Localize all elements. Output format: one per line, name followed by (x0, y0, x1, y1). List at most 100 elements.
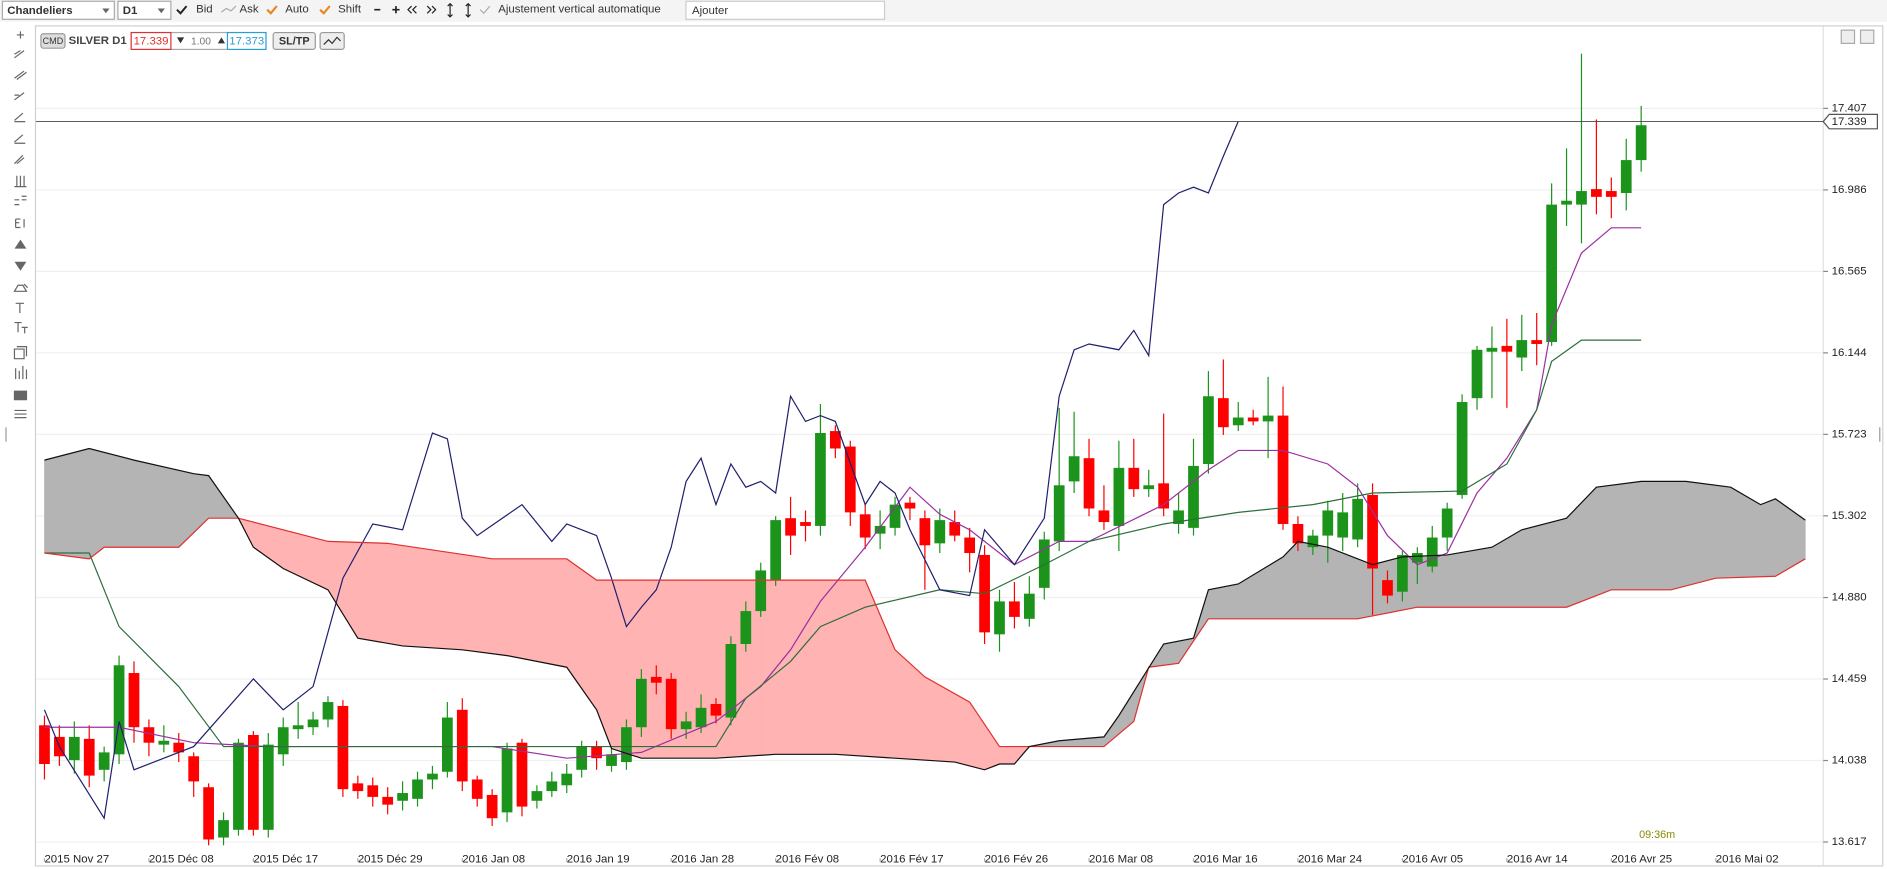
x-tick-label: 2015 Déc 17 (253, 853, 318, 865)
candle-body (1188, 465, 1199, 528)
cloud-fill (521, 558, 538, 662)
clock: 09:36m (1639, 829, 1675, 841)
candle-body (1038, 539, 1050, 588)
candle-body (994, 601, 1005, 635)
tool[interactable] (14, 321, 28, 334)
window-button[interactable] (1859, 29, 1875, 44)
check-autoscale[interactable] (479, 5, 491, 15)
tool[interactable] (15, 365, 28, 380)
cloud-fill (581, 568, 597, 711)
cloud-fill (924, 676, 941, 762)
candle-body (1486, 347, 1498, 352)
tool[interactable] (13, 346, 28, 360)
candle-body (203, 787, 214, 840)
cloud-fill (1163, 640, 1179, 666)
candle-body (829, 431, 841, 449)
cloud-fill (103, 451, 120, 548)
ask-price[interactable]: 17.373 (229, 36, 264, 48)
zoom-buttons[interactable] (374, 6, 400, 14)
x-tick-label: 2016 Mar 16 (1193, 853, 1257, 865)
search-input[interactable] (685, 0, 886, 20)
candle-body (1620, 160, 1632, 193)
bid-price[interactable]: 17.339 (134, 36, 169, 48)
tool[interactable] (15, 218, 25, 229)
tool[interactable] (14, 261, 27, 271)
candle-body (427, 773, 438, 780)
cloud-fill (849, 579, 866, 757)
candle-body (262, 744, 274, 830)
candle-body (621, 727, 632, 763)
tool[interactable] (14, 92, 25, 101)
candle-body (591, 746, 602, 759)
candle-body (815, 433, 826, 526)
cloud-fill (536, 558, 553, 665)
window-button[interactable] (1840, 29, 1856, 44)
chart-style-select[interactable] (1, 0, 115, 20)
plot-area: 13.617 14.038 14.459 14.880 15.302 15.723 16.1… (36, 53, 1878, 865)
check-shift[interactable] (319, 5, 331, 15)
dropdown-arrow (157, 8, 165, 14)
tool[interactable] (13, 283, 29, 292)
tool[interactable] (14, 239, 27, 249)
option[interactable]: Shift (338, 4, 362, 16)
tool[interactable] (15, 302, 25, 313)
lot-up[interactable] (217, 37, 226, 44)
tool[interactable] (14, 134, 26, 144)
lot-size[interactable]: 1.00 (191, 36, 211, 47)
candle-body (233, 742, 244, 830)
candle-body (1516, 340, 1528, 358)
candle-body (1501, 345, 1513, 352)
candle-body (1203, 396, 1214, 464)
candle-body (337, 705, 349, 790)
candle-body (113, 665, 125, 755)
x-tick-label: 2016 Jan 19 (567, 853, 630, 865)
scroll-buttons[interactable] (407, 5, 437, 14)
option[interactable]: Auto (285, 4, 309, 16)
candle-body (397, 793, 408, 801)
scale-buttons[interactable] (447, 2, 471, 18)
timeframe-select[interactable] (117, 0, 172, 20)
tool[interactable] (14, 154, 25, 165)
tool[interactable] (14, 112, 26, 123)
candle-body (665, 678, 677, 730)
check-bid[interactable] (176, 5, 188, 15)
candle-body (1068, 456, 1080, 482)
tool[interactable] (14, 195, 27, 206)
tool[interactable] (16, 31, 25, 39)
buy-button[interactable] (226, 31, 267, 50)
cloud-fill (1581, 486, 1597, 602)
cloud-fill (417, 547, 433, 649)
tool[interactable] (14, 175, 27, 188)
candle-body (859, 514, 871, 538)
cloud-fill (44, 455, 60, 556)
candle-body (889, 504, 901, 528)
tool[interactable] (14, 409, 27, 419)
indicator-button[interactable] (319, 31, 345, 50)
candle-body (1426, 537, 1438, 567)
tool[interactable] (14, 50, 25, 59)
candle-body (1531, 340, 1543, 344)
option[interactable]: Bid (196, 4, 213, 16)
y-tick-label: 15.302 (1832, 510, 1867, 522)
autoscale-label[interactable]: Ajustement vertical automatique (498, 4, 661, 16)
candle-body (964, 537, 976, 554)
drawing-tools (13, 31, 29, 419)
lot-down[interactable] (176, 37, 185, 44)
tool[interactable] (13, 390, 28, 401)
candle-body (934, 520, 946, 544)
candle-body (1591, 189, 1602, 197)
tool[interactable] (14, 70, 27, 80)
check-auto[interactable] (266, 5, 278, 15)
candle-body (725, 643, 737, 718)
cloud-fill (297, 533, 314, 584)
sltp-button[interactable] (272, 31, 316, 50)
cloud-fill (1775, 498, 1791, 577)
cloud-fill (655, 579, 672, 759)
candle-body (516, 742, 528, 807)
option[interactable]: Ask (239, 4, 258, 16)
sell-button[interactable] (130, 31, 172, 50)
candle-body (1307, 535, 1319, 548)
cloud-fill (118, 455, 135, 548)
cloud-fill (1506, 529, 1523, 608)
x-tick-label: 2016 Avr 05 (1402, 853, 1463, 865)
